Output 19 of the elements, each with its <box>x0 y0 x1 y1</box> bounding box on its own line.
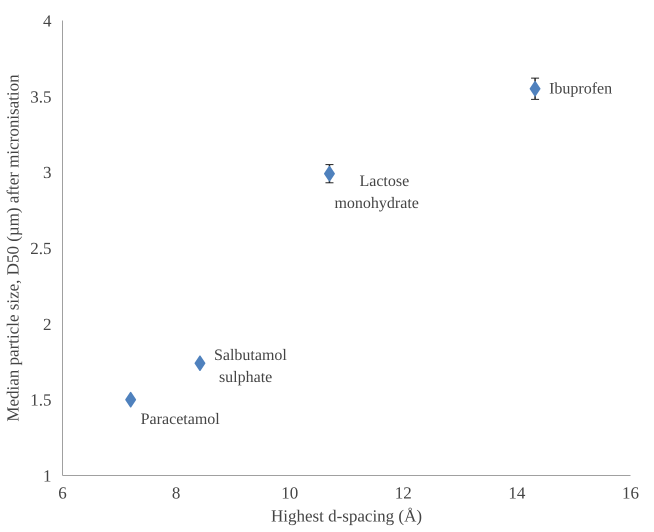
y-axis-title: Median particle size, D50 (µm) after micronisation <box>3 74 22 422</box>
x-tick-label: 16 <box>622 484 639 502</box>
y-tick-label: 1 <box>43 466 52 486</box>
data-label: Ibuprofen <box>549 80 612 98</box>
y-tick-label: 2.5 <box>30 239 52 258</box>
y-tick-label: 4 <box>43 12 52 30</box>
x-tick-label: 6 <box>58 484 67 502</box>
x-tick-label: 14 <box>508 484 526 502</box>
y-tick-label: 2 <box>43 314 52 334</box>
x-tick-label: 10 <box>281 484 298 502</box>
x-axis-title: Highest d-spacing (Å) <box>270 506 422 526</box>
data-label: Salbutamol sulphate <box>214 346 288 386</box>
x-tick-label: 12 <box>394 484 412 502</box>
y-tick-label: 3.5 <box>30 87 52 106</box>
y-tick-label: 3 <box>43 163 52 182</box>
data-label: Paracetamol <box>140 411 220 428</box>
y-tick-label: 1.5 <box>30 390 52 410</box>
x-tick-label: 8 <box>172 484 180 502</box>
data-label: Lactose monohydrate <box>334 173 419 212</box>
